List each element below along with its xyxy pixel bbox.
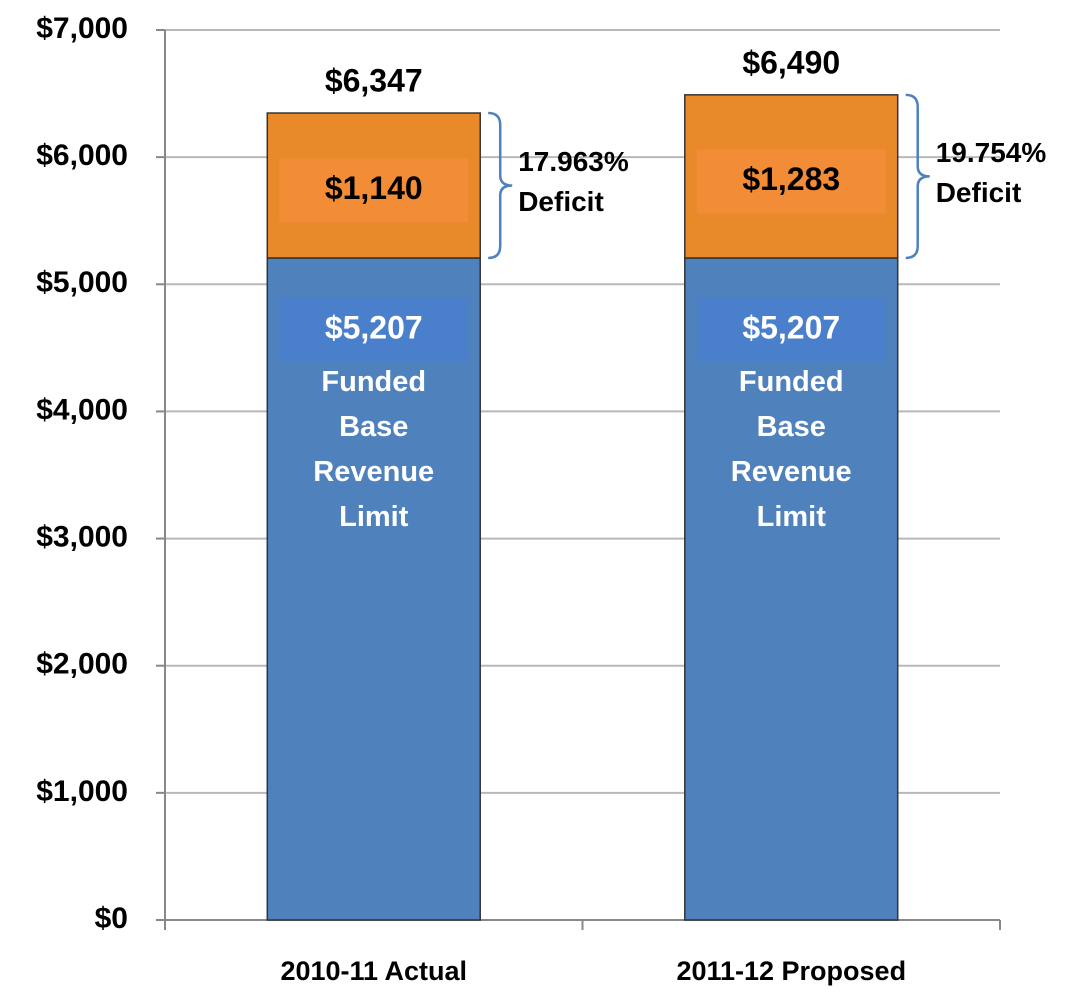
label-box: [696, 149, 886, 214]
total-label: $6,490: [742, 44, 840, 80]
y-tick-label: $5,000: [36, 266, 128, 299]
annotation: 17.963%: [518, 146, 629, 177]
bar-segment: [684, 257, 899, 921]
label-box: [279, 158, 469, 223]
annotation-label: Deficit: [936, 177, 1022, 208]
y-tick-label: $4,000: [36, 393, 128, 426]
bar-segment: [266, 257, 481, 921]
x-tick-label: 2010-11 Actual: [280, 956, 467, 986]
annotation-label: Deficit: [518, 186, 604, 217]
value-label: $5,207: [742, 309, 840, 345]
value-label: $1,140: [325, 170, 423, 206]
y-tick-label: $3,000: [36, 520, 128, 553]
label-box: [696, 297, 886, 362]
y-tick-label: $7,000: [36, 12, 128, 45]
total-label: $6,347: [325, 62, 423, 98]
value-label: $1,283: [742, 161, 840, 197]
y-tick-label: $1,000: [36, 775, 128, 808]
segment-name: Funded Base Revenue Limit: [730, 365, 852, 533]
y-tick-label: $2,000: [36, 648, 128, 681]
brace: [488, 111, 513, 260]
annotation: 19.754%: [936, 137, 1047, 168]
label-box: [279, 297, 469, 362]
y-tick-label: $6,000: [36, 139, 128, 172]
segment-name: Funded Base Revenue Limit: [313, 365, 435, 533]
value-label: $5,207: [325, 309, 423, 345]
x-tick-label: 2011-12 Proposed: [676, 956, 906, 986]
y-tick-label: $0: [95, 902, 128, 935]
brace: [905, 93, 930, 260]
